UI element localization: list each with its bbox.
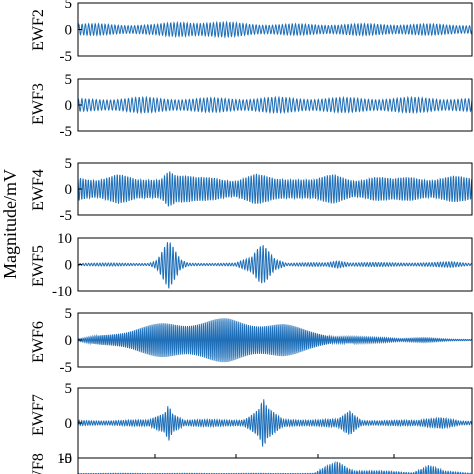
waveform-ewf5: [78, 242, 472, 289]
waveform-ewf2: [78, 20, 472, 39]
panel-label: EWF7: [30, 394, 47, 436]
panel-label: EWF2: [30, 9, 47, 51]
panel-ewf5: 10 0 -10 EWF5: [30, 231, 473, 300]
panel-label: EWF8: [30, 453, 47, 474]
y-tick-label: 5: [65, 156, 73, 172]
axes-frame: [77, 457, 473, 474]
axes-frame: [77, 78, 473, 132]
panel-ewf3: 5 0 -5 EWF3: [30, 72, 473, 140]
y-tick-label: -5: [60, 451, 73, 467]
y-tick-label: 0: [65, 23, 73, 39]
y-tick-label: -5: [60, 49, 73, 65]
waveform-ewf3: [78, 95, 472, 115]
panel-label: EWF3: [30, 83, 47, 125]
panel-ewf7: 5 0 -5 EWF7: [30, 381, 473, 467]
panel-ewf2: 5 0 -5 EWF2: [30, 0, 473, 65]
y-tick-label: -5: [60, 208, 73, 224]
y-tick-label: -10: [52, 284, 72, 300]
y-tick-label: 0: [65, 182, 73, 198]
y-axis-label: Magnitude/mV: [0, 169, 20, 279]
y-tick-label: 10: [57, 451, 72, 467]
y-tick-label: 5: [65, 72, 73, 88]
y-tick-label: 0: [65, 98, 73, 114]
waveform-ewf8: [78, 460, 472, 474]
y-tick-label: -5: [60, 124, 73, 140]
panels-group: 5 0 -5 EWF2 5 0 -5 EWF3 5 0 -5 EWF4 10 0 -10 EWF5 5 0 -5 EW…: [30, 0, 473, 474]
y-tick-label: 5: [65, 381, 73, 397]
y-tick-label: 0: [65, 416, 73, 432]
y-tick-label: 0: [65, 258, 73, 274]
panel-label: EWF4: [30, 169, 47, 211]
y-tick-label: 0: [65, 333, 73, 349]
waveform-ewf6: [78, 318, 472, 363]
y-tick-label: 10: [57, 231, 72, 247]
waveform-ewf4: [78, 171, 472, 207]
panel-label: EWF6: [30, 321, 47, 363]
y-tick-label: -5: [60, 360, 73, 376]
panel-ewf4: 5 0 -5 EWF4: [30, 156, 473, 224]
panel-label: EWF5: [30, 245, 47, 287]
y-tick-label: 5: [65, 306, 73, 322]
waveform-ewf7: [78, 399, 472, 447]
y-tick-label: 5: [65, 0, 73, 12]
panel-ewf6: 5 0 -5 EWF6: [30, 306, 473, 376]
panel-ewf8: 10 EWF8: [30, 451, 473, 474]
